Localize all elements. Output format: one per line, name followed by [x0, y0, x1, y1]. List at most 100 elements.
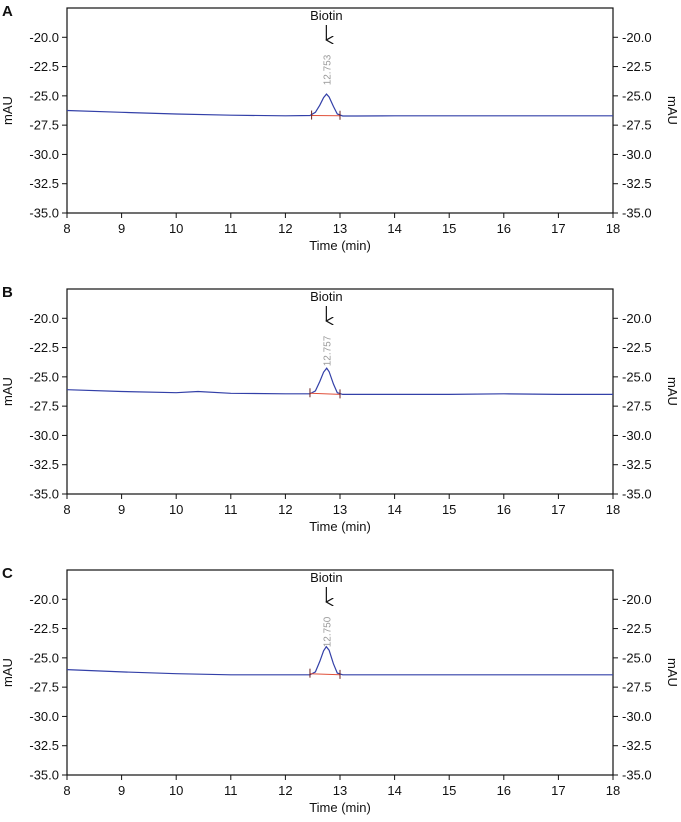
peak-retention-time-label: 12.750 [322, 616, 333, 647]
x-tick-label: 15 [442, 783, 456, 798]
integration-baseline [309, 392, 341, 395]
y-tick-label-left: -27.5 [29, 680, 59, 695]
y-tick-label-right: -20.0 [622, 592, 652, 607]
x-tick-label: 14 [387, 783, 401, 798]
y-tick-label-left: -20.0 [29, 311, 59, 326]
x-tick-label: 10 [169, 221, 183, 236]
y-tick-label-right: -22.5 [622, 621, 652, 636]
x-tick-label: 12 [278, 783, 292, 798]
x-tick-label: 16 [497, 783, 511, 798]
y-tick-label-right: -20.0 [622, 30, 652, 45]
y-tick-label-right: -35.0 [622, 206, 652, 221]
y-tick-label-right: -27.5 [622, 399, 652, 414]
x-tick-label: 9 [118, 783, 125, 798]
signal-trace [66, 367, 613, 395]
x-tick-label: 11 [224, 502, 238, 517]
y-axis-title-right: mAU [665, 96, 680, 125]
x-axis-title: Time (min) [309, 800, 371, 815]
y-tick-label-left: -20.0 [29, 592, 59, 607]
peak-retention-time-label: 12.757 [323, 335, 334, 366]
x-tick-label: 9 [118, 502, 125, 517]
y-tick-label-right: -22.5 [622, 59, 652, 74]
panel-letter: C [2, 565, 13, 582]
x-tick-label: 10 [169, 783, 183, 798]
x-tick-label: 13 [333, 783, 347, 798]
panel-b: B 8 9 10 11 12 13 14 15 16 17 18 -20.0 -20.0 -22.5 -22… [0, 284, 680, 534]
x-tick-label: 18 [606, 783, 620, 798]
y-tick-label-right: -32.5 [622, 176, 652, 191]
signal-trace [66, 645, 613, 676]
y-axis-title-left: mAU [0, 96, 15, 125]
y-tick-label-right: -25.0 [622, 650, 652, 665]
y-axis-title-left: mAU [0, 658, 15, 687]
x-tick-label: 16 [497, 221, 511, 236]
y-tick-label-right: -27.5 [622, 118, 652, 133]
x-tick-label: 17 [551, 502, 565, 517]
x-tick-label: 12 [278, 221, 292, 236]
y-tick-label-left: -22.5 [29, 59, 59, 74]
y-tick-label-right: -32.5 [622, 457, 652, 472]
x-axis-title: Time (min) [309, 238, 371, 253]
y-tick-label-left: -35.0 [29, 487, 59, 502]
y-tick-label-left: -35.0 [29, 768, 59, 783]
y-tick-label-right: -22.5 [622, 340, 652, 355]
y-tick-label-right: -35.0 [622, 487, 652, 502]
x-tick-label: 18 [606, 221, 620, 236]
x-tick-label: 13 [333, 502, 347, 517]
biotin-annotation: Biotin [310, 8, 343, 23]
y-tick-label-left: -25.0 [29, 650, 59, 665]
y-tick-label-left: -32.5 [29, 176, 59, 191]
y-tick-label-right: -25.0 [622, 88, 652, 103]
panel-a: A 8 9 10 11 12 13 14 15 16 17 18 -20.0 -20.0 -22.5 -22… [0, 3, 680, 253]
y-tick-label-right: -32.5 [622, 738, 652, 753]
y-tick-label-right: -20.0 [622, 311, 652, 326]
y-tick-label-left: -30.0 [29, 147, 59, 162]
y-tick-label-right: -30.0 [622, 709, 652, 724]
y-axis-title-right: mAU [665, 658, 680, 687]
y-tick-label-left: -25.0 [29, 369, 59, 384]
integration-baseline [309, 673, 341, 676]
biotin-annotation: Biotin [310, 289, 343, 304]
x-tick-label: 9 [118, 221, 125, 236]
y-tick-label-left: -30.0 [29, 428, 59, 443]
y-tick-label-left: -22.5 [29, 340, 59, 355]
signal-trace [66, 93, 613, 117]
y-tick-label-right: -30.0 [622, 147, 652, 162]
panel-letter: B [2, 284, 13, 301]
y-tick-label-left: -32.5 [29, 738, 59, 753]
y-tick-label-right: -27.5 [622, 680, 652, 695]
x-tick-label: 13 [333, 221, 347, 236]
panel-letter: A [2, 3, 13, 20]
y-tick-label-left: -25.0 [29, 88, 59, 103]
x-tick-label: 17 [551, 221, 565, 236]
y-axis-title-left: mAU [0, 377, 15, 406]
x-tick-label: 8 [63, 221, 70, 236]
x-tick-label: 11 [224, 783, 238, 798]
y-tick-label-left: -32.5 [29, 457, 59, 472]
y-tick-label-left: -35.0 [29, 206, 59, 221]
y-tick-label-left: -27.5 [29, 118, 59, 133]
x-tick-label: 15 [442, 502, 456, 517]
x-tick-label: 8 [63, 783, 70, 798]
x-tick-label: 17 [551, 783, 565, 798]
y-tick-label-right: -25.0 [622, 369, 652, 384]
x-tick-label: 14 [387, 221, 401, 236]
x-axis-title: Time (min) [309, 519, 371, 534]
y-tick-label-left: -30.0 [29, 709, 59, 724]
panel-c: C 8 9 10 11 12 13 14 15 16 17 18 -20.0 -20.0 -22.5 -22… [0, 565, 680, 815]
x-tick-label: 15 [442, 221, 456, 236]
y-tick-label-left: -27.5 [29, 399, 59, 414]
x-tick-label: 16 [497, 502, 511, 517]
peak-retention-time-label: 12.753 [323, 54, 334, 85]
x-tick-label: 11 [224, 221, 238, 236]
plot-frame [66, 7, 614, 214]
y-axis-title-right: mAU [665, 377, 680, 406]
x-tick-label: 12 [278, 502, 292, 517]
x-tick-label: 18 [606, 502, 620, 517]
x-tick-label: 10 [169, 502, 183, 517]
x-tick-label: 8 [63, 502, 70, 517]
biotin-annotation: Biotin [310, 570, 343, 585]
y-tick-label-right: -35.0 [622, 768, 652, 783]
y-tick-label-left: -20.0 [29, 30, 59, 45]
